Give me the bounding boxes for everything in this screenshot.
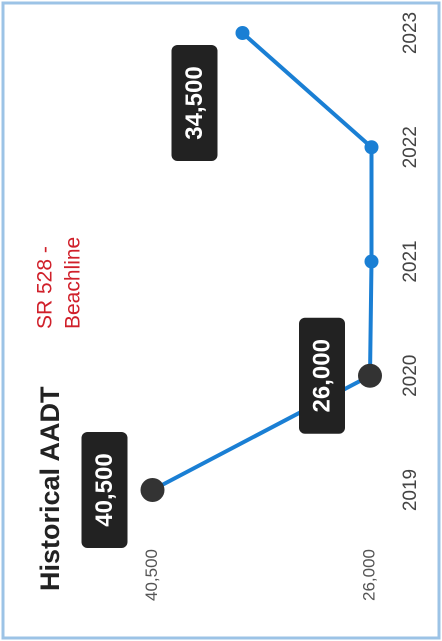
data-label: 40,500 [91, 453, 118, 526]
y-tick-label: 26,000 [359, 549, 378, 601]
data-label-box [299, 317, 345, 434]
subtitle: Beachline [62, 237, 85, 329]
marker [358, 363, 382, 388]
data-label: 26,000 [308, 339, 335, 412]
marker [364, 254, 379, 269]
y-tick-label: 40,500 [142, 549, 161, 601]
data-label-box [81, 432, 128, 548]
subtitle: SR 528 - [34, 246, 57, 329]
marker [140, 478, 165, 502]
x-tick-label: 2019 [400, 469, 421, 511]
marker [235, 26, 250, 40]
data-label: 34,500 [181, 66, 208, 139]
x-tick-label: 2021 [400, 240, 421, 282]
chart: Historical AADT SR 528 - Beachline 26,00… [34, 12, 421, 601]
x-tick-label: 2020 [400, 355, 421, 397]
data-label-box [171, 45, 218, 161]
x-tick-label: 2022 [400, 126, 421, 168]
marker [364, 140, 379, 155]
chart-title: Historical AADT [35, 386, 65, 591]
x-tick-label: 2023 [400, 12, 421, 54]
